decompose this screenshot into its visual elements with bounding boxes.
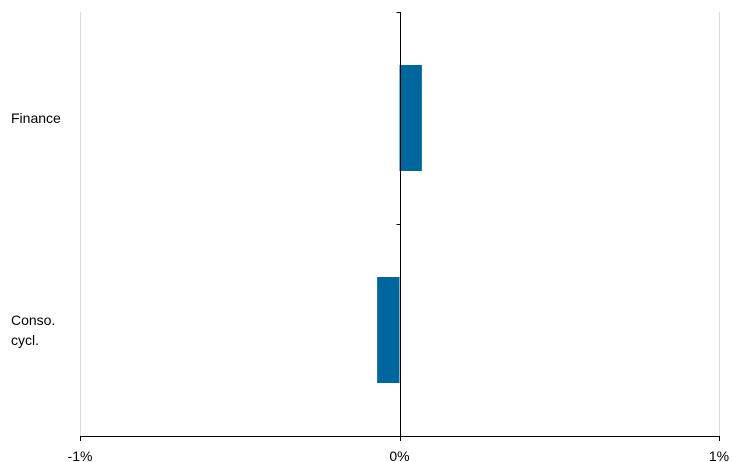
- x-tick-label-1: 0%: [389, 448, 409, 462]
- bar-conso-cycl: [377, 277, 400, 383]
- category-label-line: Conso.: [11, 312, 55, 328]
- axes: [80, 12, 720, 441]
- gridlines: [80, 12, 720, 436]
- category-label-line: cycl.: [11, 332, 39, 348]
- category-label-line: Finance: [11, 110, 61, 126]
- x-tick-label-0: -1%: [68, 448, 93, 462]
- bars: [377, 65, 422, 383]
- bar-finance: [399, 65, 422, 171]
- category-label-1: Finance: [11, 110, 61, 126]
- labels: -1% 0% 1% Finance Conso. cycl.: [11, 110, 729, 462]
- x-tick-label-2: 1%: [709, 448, 729, 462]
- category-label-2: Conso. cycl.: [11, 312, 55, 348]
